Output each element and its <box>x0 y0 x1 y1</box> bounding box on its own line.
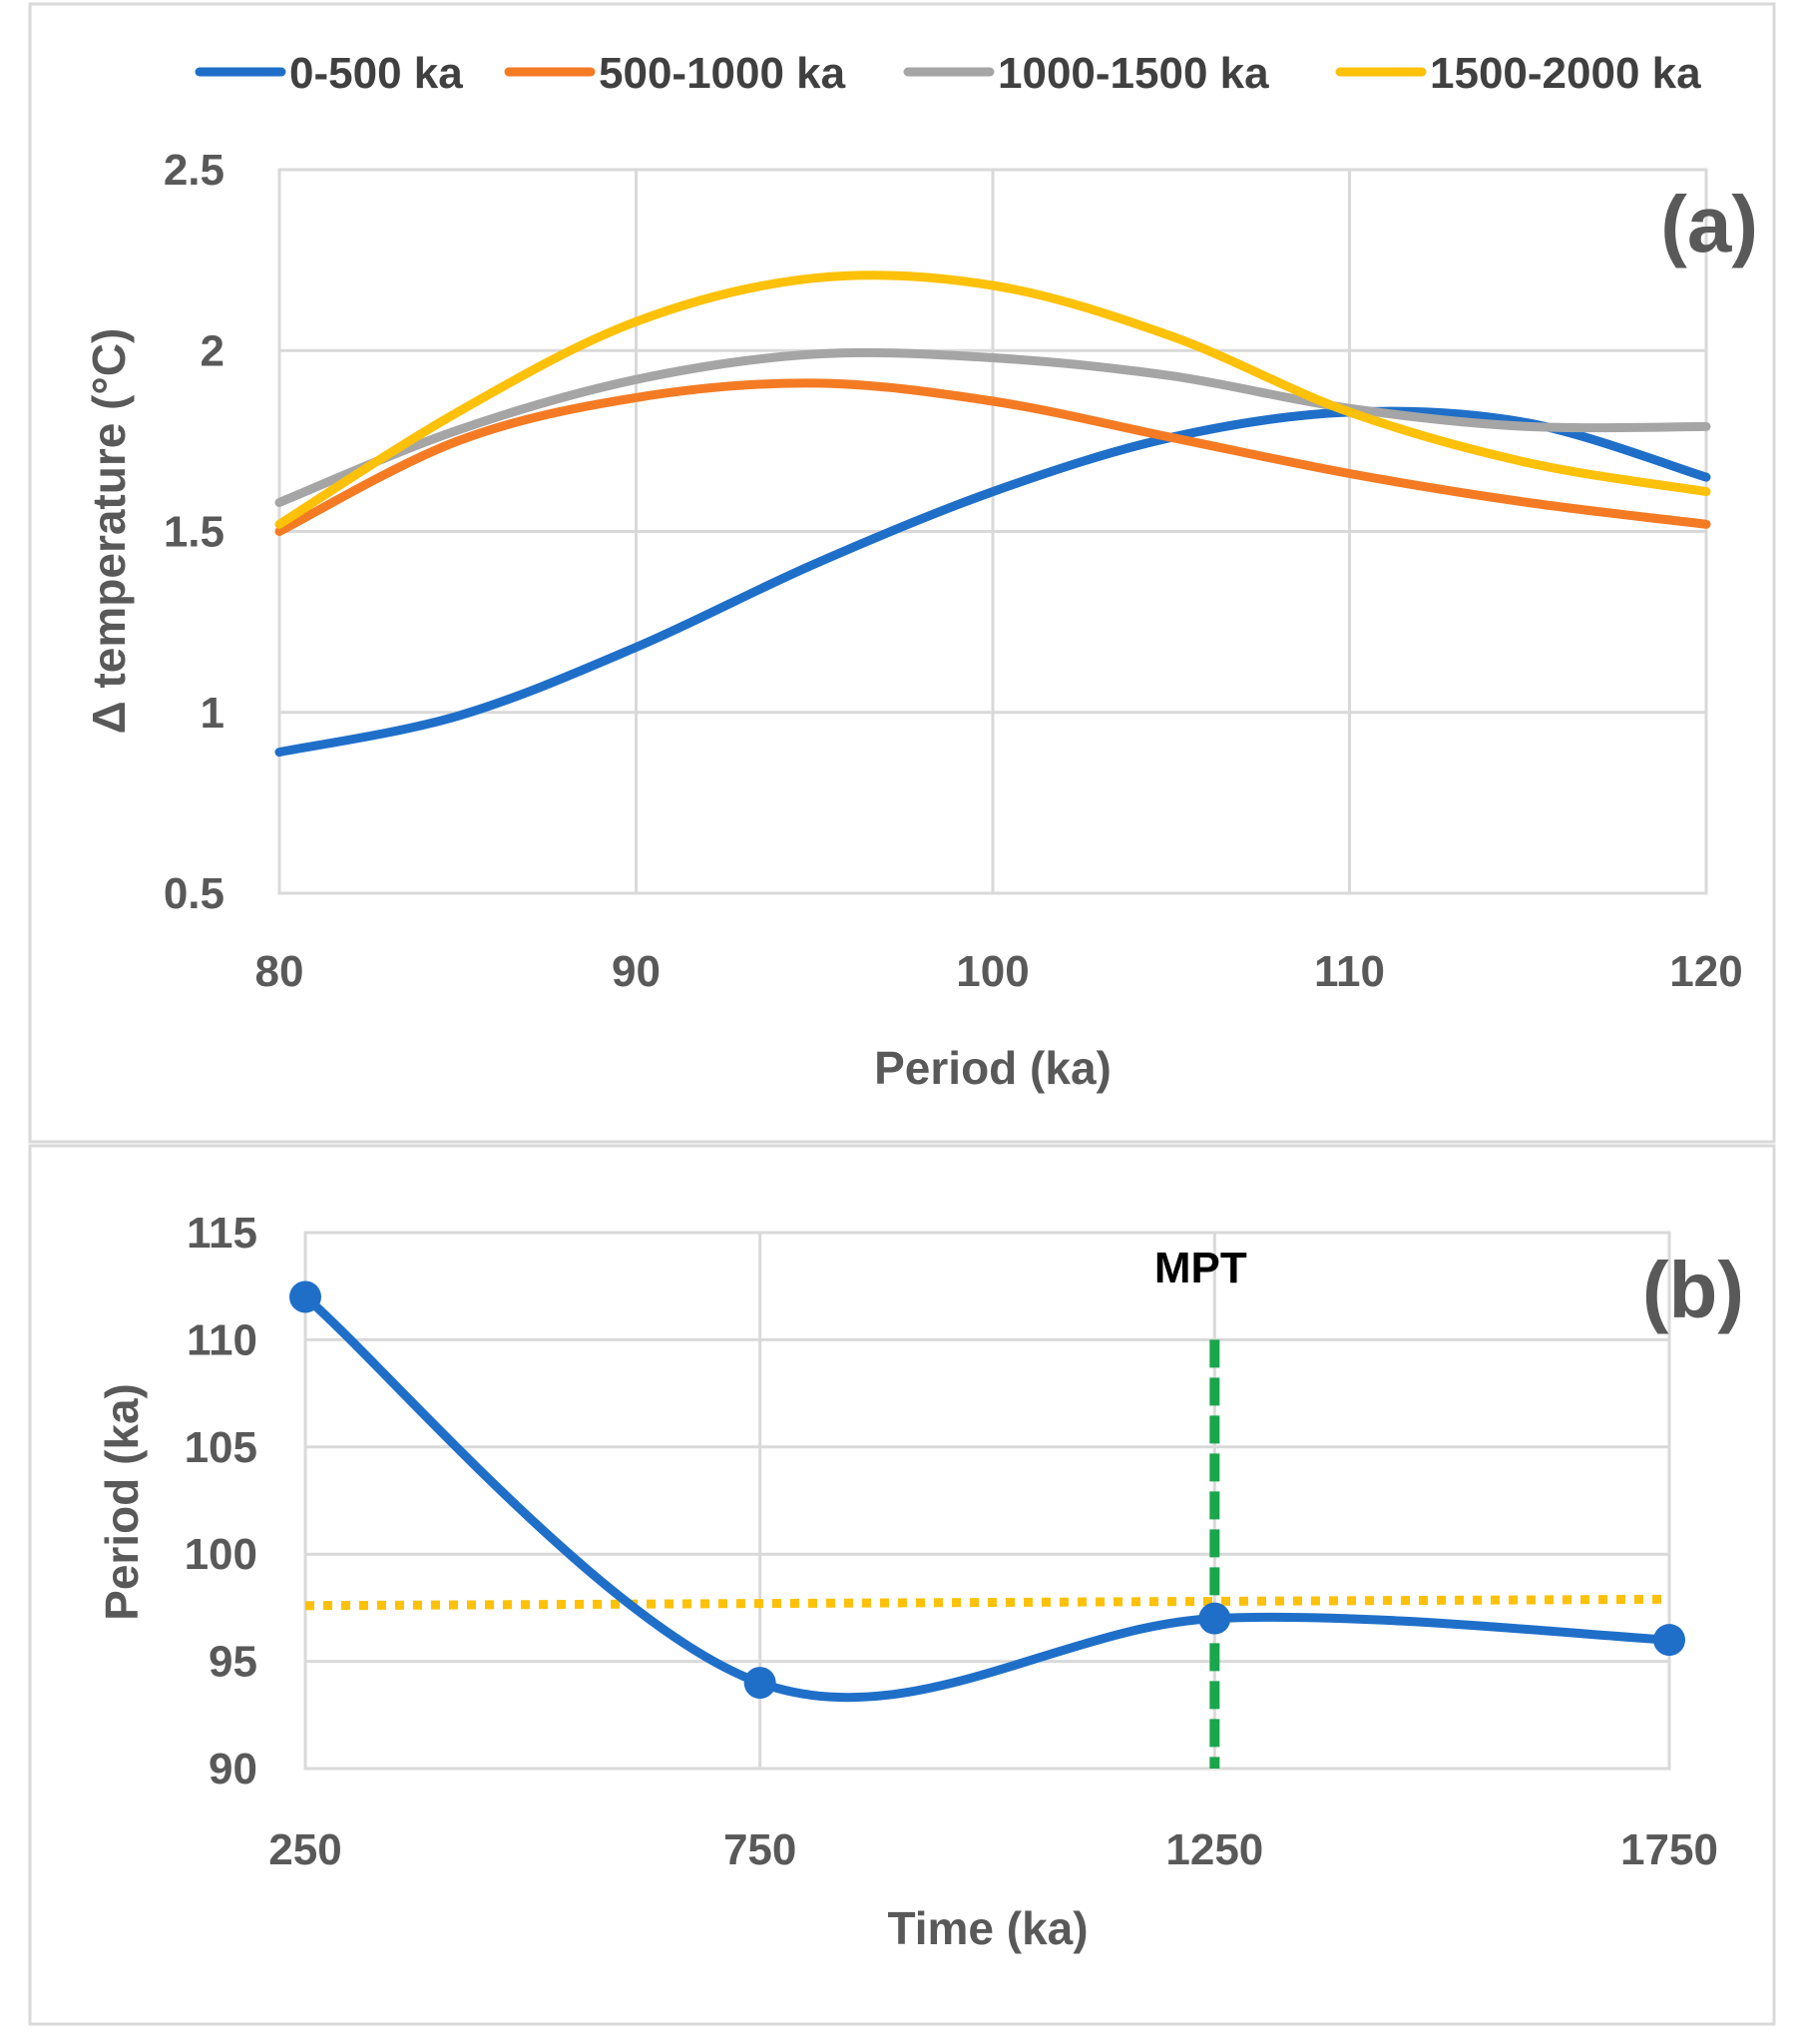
x-tick-label: 250 <box>268 1825 341 1874</box>
y-tick-label: 100 <box>185 1530 257 1579</box>
panel-b-markers <box>289 1280 1685 1700</box>
legend: 0-500 ka 500-1000 ka 1000-1500 ka 1500-2… <box>195 49 1701 98</box>
panel-b-y-tick-labels: 90 95 100 105 110 115 <box>185 1209 257 1793</box>
y-tick-label: 110 <box>187 1315 257 1364</box>
panel-b-gridlines <box>305 1233 1669 1769</box>
y-tick-label: 1.5 <box>164 508 225 557</box>
panel-b-series <box>300 1291 1674 1703</box>
x-axis-title: Time (ka) <box>887 1902 1088 1954</box>
data-point-marker <box>1198 1602 1231 1635</box>
x-tick-label: 100 <box>956 947 1029 996</box>
trendline <box>304 1594 1670 1611</box>
panel-a-gridlines <box>279 170 1706 893</box>
data-point-marker <box>743 1667 776 1700</box>
legend-label-1500-2000: 1500-2000 ka <box>1430 49 1701 98</box>
series-line-1000-1500-ka <box>274 347 1711 507</box>
legend-label-1000-1500: 1000-1500 ka <box>998 49 1269 98</box>
mpt-label: MPT <box>1154 1244 1247 1292</box>
y-tick-label: 2 <box>201 326 225 375</box>
data-point-marker <box>1653 1624 1685 1657</box>
panel-b-plot-border <box>303 1231 1671 1771</box>
panel-a-y-tick-labels: 0.5 1 1.5 2 2.5 <box>164 146 225 918</box>
series-line-0-500-ka <box>274 406 1711 758</box>
y-tick-label: 2.5 <box>164 146 225 195</box>
y-tick-label: 95 <box>209 1638 257 1687</box>
x-tick-label: 120 <box>1669 947 1742 996</box>
panel-b-x-tick-labels: 250 750 1250 1750 <box>268 1825 1718 1874</box>
legend-label-0-500: 0-500 ka <box>289 49 463 98</box>
panel-a-series <box>274 270 1711 758</box>
y-tick-label: 0.5 <box>164 869 225 918</box>
y-axis-title: Δ temperature (°C) <box>83 328 135 735</box>
panel-b-frame <box>28 1144 1776 2026</box>
series-line-500-1000-ka <box>274 378 1711 536</box>
panel-b: MPT 90 95 100 105 110 115 250 750 1250 1… <box>28 1144 1776 2026</box>
x-tick-label: 1250 <box>1165 1825 1263 1874</box>
y-tick-label: 90 <box>209 1745 257 1793</box>
panel-a: 0-500 ka 500-1000 ka 1000-1500 ka 1500-2… <box>28 2 1776 1144</box>
panel-label-a: (a) <box>1660 180 1758 268</box>
x-tick-label: 750 <box>723 1825 796 1874</box>
panel-a-frame <box>28 2 1776 1144</box>
y-tick-label: 1 <box>201 689 225 738</box>
x-tick-label: 1750 <box>1620 1825 1718 1874</box>
y-tick-label: 115 <box>187 1209 257 1258</box>
x-tick-label: 80 <box>255 947 304 996</box>
x-tick-label: 90 <box>612 947 661 996</box>
panel-b-trendline <box>304 1594 1670 1611</box>
legend-label-500-1000: 500-1000 ka <box>599 49 846 98</box>
y-axis-title: Period (ka) <box>96 1383 148 1621</box>
x-tick-label: 110 <box>1314 947 1385 996</box>
data-point-marker <box>289 1280 321 1313</box>
y-tick-label: 105 <box>185 1423 257 1472</box>
panel-label-b: (b) <box>1642 1246 1744 1334</box>
panel-a-x-tick-labels: 80 90 100 110 120 <box>255 947 1743 996</box>
x-axis-title: Period (ka) <box>874 1042 1112 1094</box>
series-line-period <box>300 1291 1674 1703</box>
series-line-1500-2000-ka <box>274 270 1711 529</box>
